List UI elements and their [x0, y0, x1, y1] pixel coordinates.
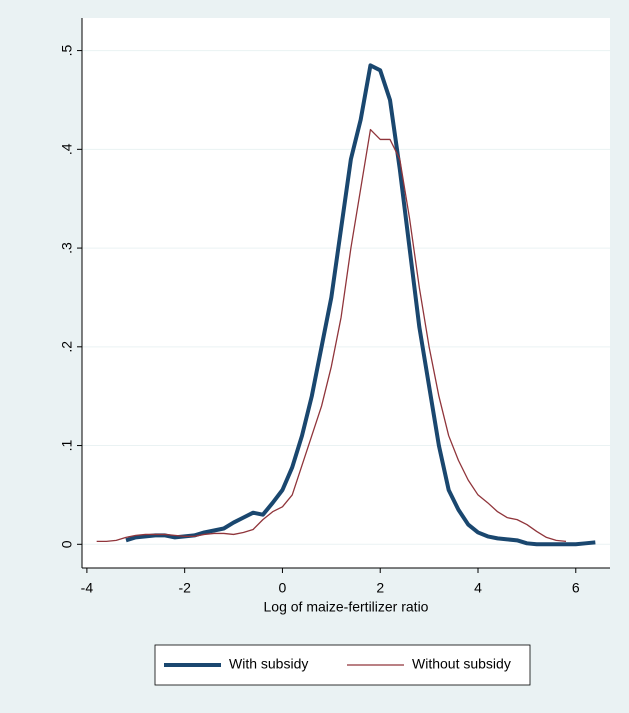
density-line [125, 63, 596, 547]
y-tick-label: .1 [59, 440, 75, 452]
y-tick-label: .4 [59, 143, 75, 155]
x-tick-label: -2 [178, 580, 191, 596]
legend-label: With subsidy [229, 656, 308, 672]
x-axis-title: Log of maize-fertilizer ratio [264, 599, 429, 615]
x-tick-label: 0 [279, 580, 287, 596]
density-line [96, 128, 567, 542]
plot-area [82, 18, 610, 568]
y-tick-label: .2 [59, 341, 75, 353]
legend-label: Without subsidy [412, 656, 511, 672]
x-tick-label: 6 [572, 580, 580, 596]
y-tick-label: .3 [59, 242, 75, 254]
x-tick-label: 2 [376, 580, 384, 596]
y-tick-label: .5 [59, 45, 75, 57]
x-tick-label: -4 [81, 580, 94, 596]
y-tick-label: 0 [59, 540, 75, 548]
x-tick-label: 4 [474, 580, 482, 596]
